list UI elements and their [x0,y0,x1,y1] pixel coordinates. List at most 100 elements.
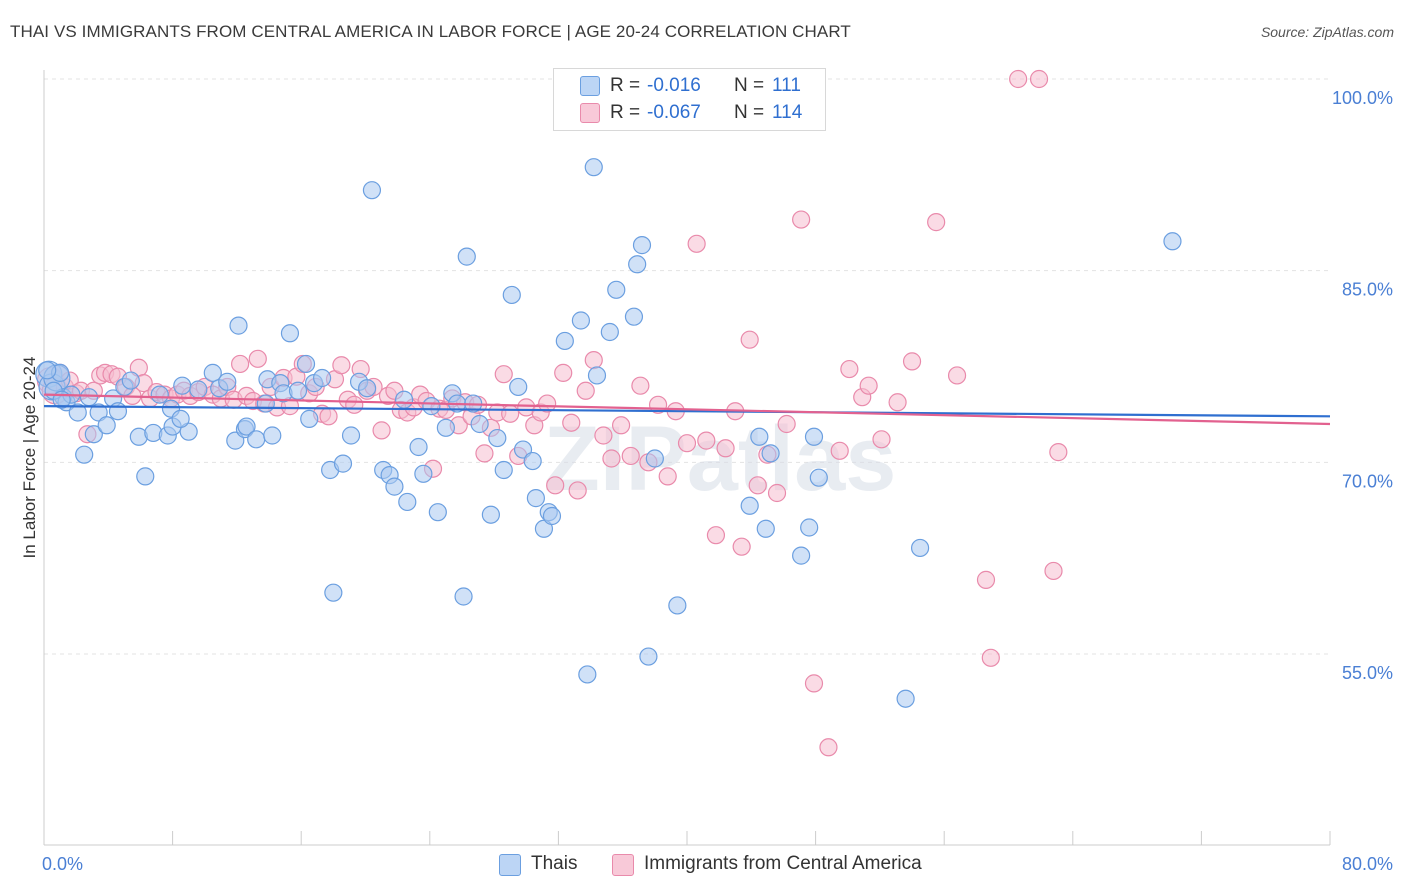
thais-point [526,489,545,508]
central-america-point [777,414,796,434]
central-america-point [902,352,922,371]
central-america-point [804,674,824,693]
chart-title: THAI VS IMMIGRANTS FROM CENTRAL AMERICA … [10,22,851,41]
thais-point [502,285,521,305]
central-america-point [872,430,891,449]
central-america-point [706,526,726,545]
thais-point [454,587,473,606]
central-america-point [345,395,364,414]
thais-point [394,390,414,409]
thais-trend-line [43,405,1331,418]
n-label: N = [734,75,765,96]
thais-point [578,665,597,684]
central-america-point [248,349,267,368]
thais-point [457,247,476,266]
thais-point [800,518,819,537]
thais-point [84,425,103,444]
central-america-point [538,394,557,413]
thais-point [555,331,574,351]
thais-point [896,689,915,708]
thais-point [632,236,652,255]
thais-point [584,158,603,177]
thais-point [203,363,222,382]
central-america-point [494,365,513,384]
thais-point [750,427,769,446]
thais-point [312,368,332,388]
central-america-point [621,446,640,466]
thais-point [38,361,57,380]
thais-point [436,418,455,437]
central-america-point [927,213,946,232]
central-america-point [501,404,520,423]
series-legend: Thais Immigrants from Central America [0,851,1406,877]
central-america-point [976,570,996,589]
central-america-point [1029,69,1049,89]
thais-swatch [580,76,600,96]
thais-point [571,311,591,330]
thais-point [428,503,447,522]
thais-point [362,181,382,200]
r-value: -0.067 [647,102,701,123]
n-value: 114 [772,102,803,123]
central-america-point [740,330,759,349]
thais-point [136,467,155,486]
thais-point [607,280,626,299]
thais-point [229,316,248,335]
thais-point [639,647,658,666]
stats-row-thais: R = -0.016 N = 111 [554,73,825,99]
central-america-point [584,351,603,370]
thais-point [333,454,353,473]
central-america-point [319,407,338,426]
thais-point [296,354,316,374]
thais-point [179,422,198,441]
central-america-point [372,421,391,440]
central-america-point [859,376,878,395]
thais-point [910,538,930,558]
thais-point [422,397,441,416]
thais-point [247,430,266,449]
thais-point [1163,232,1182,251]
central-america-point [697,431,716,450]
thais-point [171,409,190,428]
thais-point [218,372,237,391]
central-america-point [546,476,565,495]
thais-point [523,451,542,471]
y-axis-title: In Labor Force | Age 20-24 [20,357,39,559]
thais-point [414,464,433,483]
central-america-point [687,234,706,253]
central-america-point [677,434,697,453]
central-america-point [594,426,613,445]
central-america-point [568,481,587,500]
thais-legend-label: Thais [531,853,578,874]
central-america-point [947,366,967,385]
thais-point [761,444,780,463]
central-america-point [830,441,849,460]
thais-point [97,416,116,435]
thais-point [542,506,562,526]
thais-point [68,403,87,422]
thais-point [645,449,664,468]
thais-point [470,414,489,434]
y-tick-label: 70.0% [1342,471,1393,491]
thais-point [488,428,507,448]
thais-point [624,307,644,326]
central-america-point [576,381,595,400]
central-america-point [611,416,631,435]
thais-point [792,546,811,565]
thais-point [587,366,607,385]
thais-point [509,377,528,397]
central-america-point [716,439,735,458]
thais-point [600,322,619,342]
central-america-point [1009,69,1028,89]
central-america-point [888,393,907,412]
central-america-trend-line [43,393,1331,426]
y-tick-label: 55.0% [1342,663,1393,683]
thais-point [280,324,300,343]
central-america-point [631,376,650,395]
thais-point [263,426,282,445]
thais-point [79,388,99,407]
thais-point [173,376,192,395]
central-america-point [658,467,677,486]
y-tick-label: 85.0% [1342,280,1393,300]
thais-point [358,379,377,398]
